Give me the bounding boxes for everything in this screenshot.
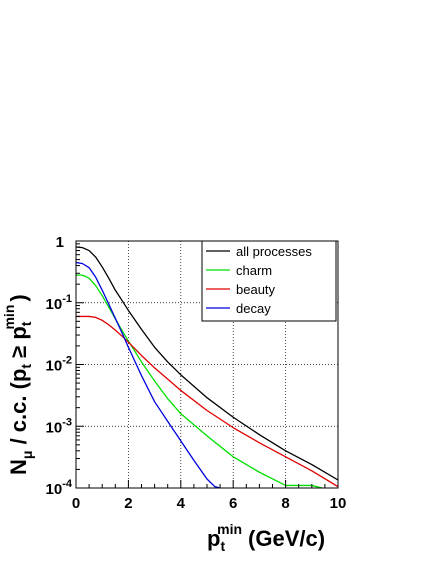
y-axis-title: Nμ / c.c. (pt ≥ ptmin)	[1, 294, 35, 475]
x-tick-label-1: 2	[124, 495, 132, 512]
legend: all processes charm beauty decay	[201, 240, 337, 322]
series-line-all-processes	[76, 246, 338, 481]
y-tick-label-1: 10-1	[46, 293, 72, 313]
x-tick-label-2: 4	[177, 495, 186, 512]
series-line-decay	[76, 261, 221, 488]
y-tick-label-4: 10-4	[46, 478, 73, 498]
series-line-beauty	[76, 315, 338, 488]
legend-label-decay: decay	[236, 301, 271, 316]
x-tick-label-0: 0	[72, 495, 80, 512]
legend-label-beauty: beauty	[236, 282, 276, 297]
y-tick-label-0: 1	[56, 234, 64, 251]
legend-label-charm: charm	[236, 263, 272, 278]
grid	[76, 241, 338, 488]
series-line-charm	[76, 274, 323, 488]
legend-label-all-processes: all processes	[236, 244, 312, 259]
series-lines	[76, 246, 338, 488]
y-tick-label-3: 10-3	[46, 416, 72, 436]
legend-box	[201, 240, 337, 322]
y-tick-label-2: 10-2	[46, 355, 72, 375]
x-tick-label-4: 8	[281, 495, 289, 512]
axis-ticks: 0 2 4 6 8 10 1 10-1 10-2 10-3 10-4	[46, 234, 347, 512]
x-tick-label-3: 6	[229, 495, 237, 512]
x-axis-title: ptmin (GeV/c)	[207, 521, 325, 554]
x-tick-label-5: 10	[330, 495, 347, 512]
